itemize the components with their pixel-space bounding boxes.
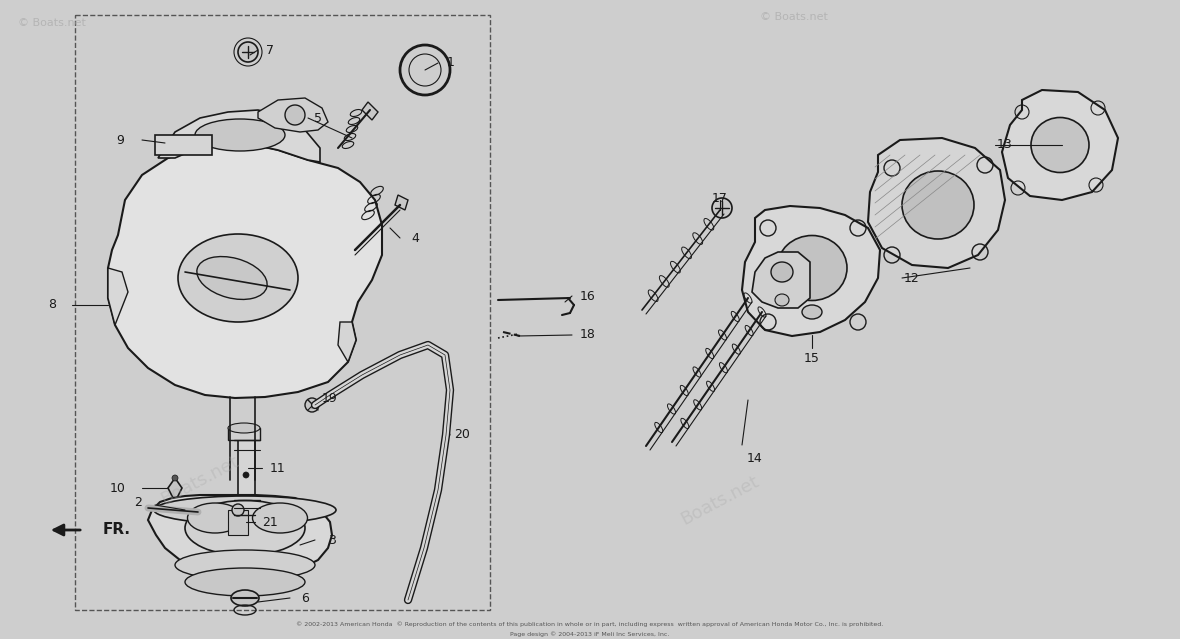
Ellipse shape <box>188 503 243 533</box>
Ellipse shape <box>178 234 299 322</box>
Text: 13: 13 <box>997 139 1012 151</box>
Text: 15: 15 <box>804 351 820 364</box>
Polygon shape <box>168 478 182 502</box>
Text: 14: 14 <box>747 452 763 465</box>
Polygon shape <box>258 98 328 132</box>
Text: 17: 17 <box>712 192 728 204</box>
Ellipse shape <box>197 256 267 300</box>
Text: 10: 10 <box>110 482 126 495</box>
Polygon shape <box>228 428 260 440</box>
Polygon shape <box>238 435 255 510</box>
Text: 8: 8 <box>48 298 55 311</box>
Circle shape <box>243 472 249 478</box>
Ellipse shape <box>231 590 258 606</box>
Ellipse shape <box>775 294 789 306</box>
Ellipse shape <box>1031 118 1089 173</box>
Polygon shape <box>158 110 320 162</box>
Polygon shape <box>337 322 356 362</box>
Text: 2: 2 <box>135 495 142 509</box>
Text: 21: 21 <box>262 516 277 528</box>
Ellipse shape <box>253 503 308 533</box>
Text: 1: 1 <box>447 56 455 70</box>
Ellipse shape <box>232 515 255 525</box>
Text: © 2002-2013 American Honda  © Reproduction of the contents of this publication i: © 2002-2013 American Honda © Reproductio… <box>296 621 884 627</box>
Ellipse shape <box>185 568 304 596</box>
Circle shape <box>712 198 732 218</box>
Polygon shape <box>109 268 127 325</box>
Text: 16: 16 <box>581 289 596 302</box>
Polygon shape <box>148 495 332 575</box>
Text: © Boats.net: © Boats.net <box>760 12 828 22</box>
Text: 18: 18 <box>581 328 596 341</box>
Text: Boats.net: Boats.net <box>677 472 762 528</box>
Text: 7: 7 <box>266 43 274 56</box>
Circle shape <box>232 504 244 516</box>
Circle shape <box>172 475 178 481</box>
Ellipse shape <box>185 500 304 555</box>
Bar <box>76 15 490 610</box>
Polygon shape <box>155 135 212 155</box>
Text: 5: 5 <box>314 111 322 125</box>
Text: Boats.net: Boats.net <box>158 452 242 508</box>
Polygon shape <box>109 145 382 398</box>
Ellipse shape <box>902 171 973 239</box>
Circle shape <box>286 105 304 125</box>
Circle shape <box>304 398 319 412</box>
Text: 4: 4 <box>411 231 419 245</box>
Polygon shape <box>742 206 880 336</box>
Ellipse shape <box>175 550 315 580</box>
Text: 11: 11 <box>270 461 286 475</box>
Text: 6: 6 <box>301 592 309 604</box>
Text: 3: 3 <box>328 534 336 546</box>
Text: 9: 9 <box>116 134 124 146</box>
Ellipse shape <box>771 262 793 282</box>
Text: 12: 12 <box>904 272 920 284</box>
Ellipse shape <box>230 512 258 528</box>
Ellipse shape <box>228 423 260 433</box>
Circle shape <box>238 42 258 62</box>
Polygon shape <box>1002 90 1117 200</box>
Text: FR.: FR. <box>103 523 131 537</box>
Polygon shape <box>868 138 1005 268</box>
Polygon shape <box>228 510 248 535</box>
Ellipse shape <box>802 305 822 319</box>
Ellipse shape <box>155 496 336 524</box>
Polygon shape <box>752 252 809 308</box>
Polygon shape <box>362 102 378 120</box>
Polygon shape <box>395 195 408 210</box>
Ellipse shape <box>195 119 286 151</box>
Text: © Boats.net: © Boats.net <box>18 18 86 28</box>
Text: Page design © 2004-2013 iF Meli Inc Services, Inc.: Page design © 2004-2013 iF Meli Inc Serv… <box>510 631 670 637</box>
Text: 20: 20 <box>454 429 470 442</box>
Ellipse shape <box>776 236 847 300</box>
Text: 19: 19 <box>322 392 337 404</box>
